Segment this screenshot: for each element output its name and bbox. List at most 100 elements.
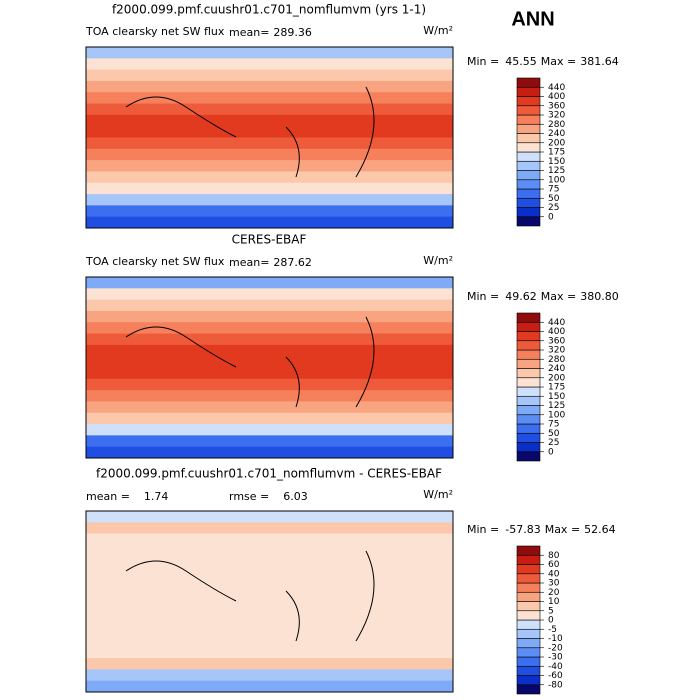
colorbar-box (516, 442, 541, 453)
map-band (86, 412, 453, 425)
colorbar-label: 200 (548, 138, 565, 148)
colorbar-box (516, 564, 541, 575)
colorbar-label: -5 (548, 625, 557, 635)
colorbar-label: 25 (548, 438, 559, 448)
colorbar-box (516, 628, 541, 639)
colorbar-label: 50 (548, 429, 560, 439)
colorbar-box (516, 582, 541, 593)
variable-name: TOA clearsky net SW flux (85, 255, 225, 268)
colorbar-label: -40 (548, 662, 563, 672)
map-band (86, 556, 453, 569)
colorbar-label: 100 (548, 410, 565, 420)
colorbar-box (516, 151, 541, 162)
colorbar-label: 150 (548, 157, 565, 167)
map-band (86, 322, 453, 335)
map-band (86, 446, 453, 459)
mean-value: 289.36 (273, 26, 312, 39)
map-band (86, 126, 453, 138)
colorbar-label: 125 (548, 401, 565, 411)
colorbar-box (516, 545, 541, 556)
colorbar-box (516, 554, 541, 565)
max-label: Max = (541, 55, 576, 68)
colorbar-box (516, 340, 541, 351)
variable-name: TOA clearsky net SW flux (85, 25, 225, 38)
map-frame (85, 276, 454, 459)
max-value: 380.80 (580, 290, 619, 303)
colorbar-label: 30 (548, 579, 560, 589)
colorbar-box (516, 619, 541, 630)
colorbar-box (516, 405, 541, 416)
colorbar-box (516, 312, 541, 323)
map-band (86, 103, 453, 116)
map-band (86, 658, 453, 670)
colorbar-label: 440 (548, 318, 565, 328)
map-band (86, 310, 453, 323)
colorbar-box (516, 321, 541, 332)
map-band (86, 194, 453, 206)
colorbar-box (516, 591, 541, 602)
colorbar-label: 40 (548, 569, 560, 579)
min-label: Min = (467, 290, 499, 303)
panel-title: f2000.099.pmf.cuushr01.c701_nomflumvm - … (96, 467, 442, 481)
colorbar-box (516, 188, 541, 199)
map-band (86, 47, 453, 59)
map-band (86, 424, 453, 436)
colorbar-box (516, 395, 541, 406)
min-value: -57.83 (505, 523, 540, 536)
map-band (86, 148, 453, 161)
colorbar-box (516, 601, 541, 612)
colorbar-box (516, 432, 541, 443)
map-band (86, 69, 453, 82)
map-band (86, 114, 453, 127)
colorbar-label: 175 (548, 148, 565, 158)
map-band (86, 646, 453, 659)
colorbar-box (516, 675, 541, 686)
max-label: Max = (545, 523, 580, 536)
colorbar-label: 0 (548, 212, 554, 222)
colorbar-box (516, 573, 541, 584)
min-max: Min = 49.62 Max = 380.80 (467, 290, 619, 303)
colorbar-label: 25 (548, 203, 559, 213)
colorbar-box (516, 179, 541, 190)
map-band (86, 344, 453, 357)
coastline (125, 316, 375, 408)
units: W/m² (423, 254, 453, 267)
colorbar-label: 100 (548, 175, 565, 185)
max-label: Max = (541, 290, 576, 303)
colorbar-box (516, 207, 541, 218)
mean-value: 1.74 (144, 490, 169, 503)
map-band (86, 533, 453, 546)
colorbar-box (516, 638, 541, 649)
map-band (86, 58, 453, 71)
colorbar-box (516, 77, 541, 88)
map-band (86, 288, 453, 301)
map-band (86, 601, 453, 614)
max-value: 52.64 (584, 523, 616, 536)
map-band (86, 367, 453, 380)
map-band (86, 435, 453, 448)
colorbar-label: 60 (548, 560, 560, 570)
colorbar-label: 150 (548, 392, 565, 402)
units: W/m² (423, 488, 453, 501)
coastline (125, 550, 375, 642)
colorbar-label: 240 (548, 129, 565, 139)
colorbar-box (516, 170, 541, 181)
map-band (86, 160, 453, 172)
colorbar-box (516, 358, 541, 369)
rmse: rmse = 6.03 (229, 490, 308, 503)
colorbar-box (516, 665, 541, 676)
colorbar-box (516, 414, 541, 425)
max-value: 381.64 (580, 55, 619, 68)
rmse-label: rmse = (229, 490, 269, 503)
colorbar-label: 360 (548, 101, 565, 111)
mean: mean = 1.74 (86, 490, 168, 503)
colorbar-box (516, 684, 541, 695)
colorbar-label: 80 (548, 551, 560, 561)
map-band (86, 612, 453, 625)
map-band (86, 567, 453, 580)
map-band (86, 544, 453, 557)
colorbar-label: -60 (548, 671, 563, 681)
colorbar-label: 440 (548, 83, 565, 93)
map-band (86, 182, 453, 195)
